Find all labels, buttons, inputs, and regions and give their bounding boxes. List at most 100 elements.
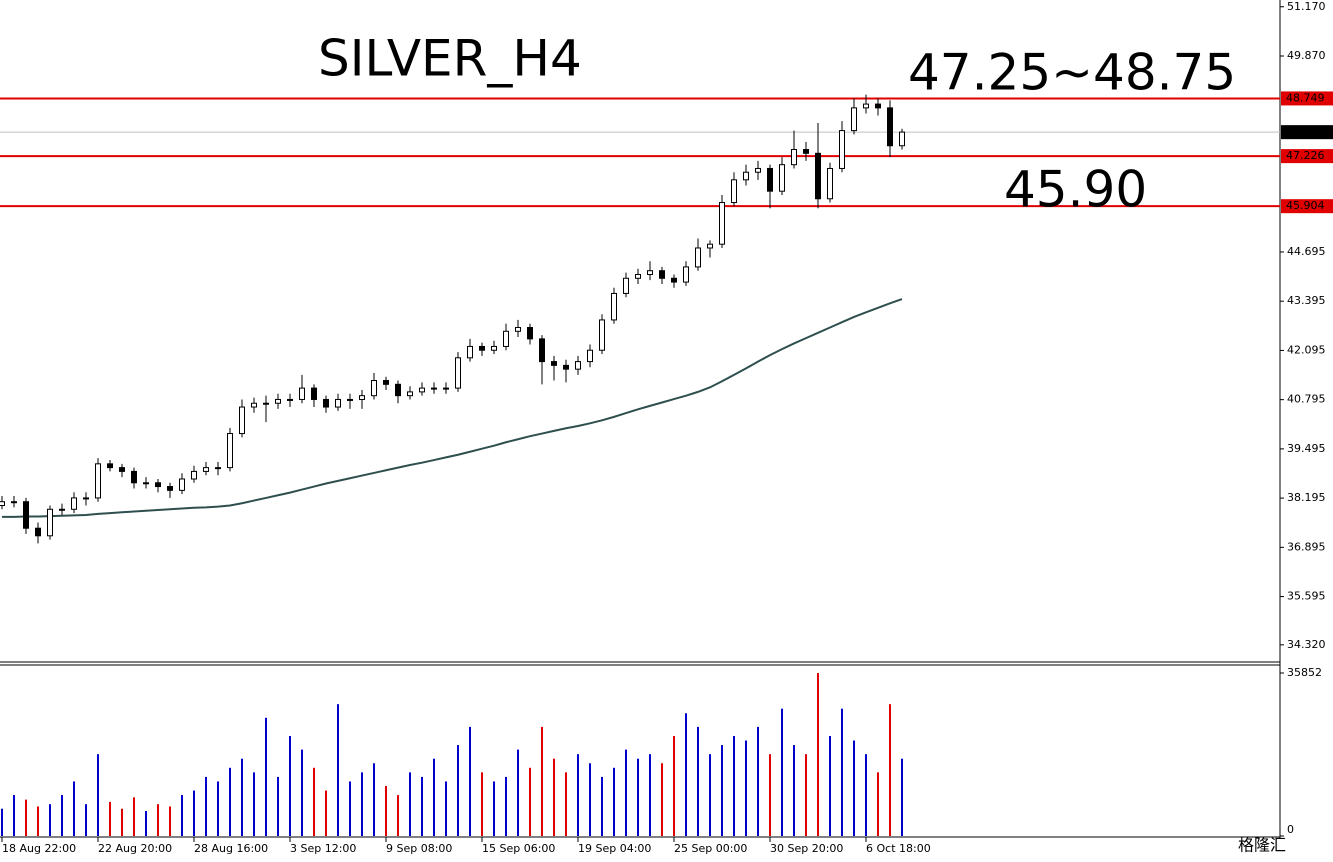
candle-body [551,361,557,366]
candle-body [731,179,737,204]
y-tick-label: 40.795 [1287,393,1326,406]
candle-body [443,387,449,390]
x-tick-label: 22 Aug 20:00 [98,842,172,855]
volume-bar [265,717,267,836]
candle-body [803,149,809,154]
candle-body [659,270,665,279]
volume-bar [709,754,711,836]
candle-body [527,327,533,340]
candle-body [671,277,677,283]
volume-bar [385,785,387,836]
volume-bar [637,758,639,836]
volume-bar [205,776,207,836]
level-tag [1281,91,1333,106]
current-price-label: 47.859 [1286,125,1325,138]
candle-body [851,107,857,132]
x-tick-label: 30 Sep 20:00 [770,842,843,855]
y-tick-label: 51.170 [1287,0,1326,13]
volume-bar [49,804,51,836]
volume-bar [817,673,819,836]
candle-body [83,497,89,500]
volume-bar [433,758,435,836]
candle-body [863,103,869,109]
chart-title: SILVER_H4 [318,30,582,88]
candle-body [275,398,281,404]
candle-body [635,273,641,279]
volume-bar [577,754,579,836]
volume-bar [493,781,495,836]
candle-body [755,167,761,173]
y-tick-label: 34.320 [1287,638,1326,651]
candle-body [371,380,377,397]
volume-bar [553,758,555,836]
current-price-tag [1281,125,1333,140]
candle-body [107,463,113,469]
volume-bar [853,740,855,836]
volume-bar [481,772,483,836]
candle-body [59,508,65,511]
volume-bar [901,758,903,836]
candle-body [71,497,77,510]
level-label: 47.226 [1286,149,1325,162]
volume-bar [805,754,807,836]
volume-bar [73,781,75,836]
volume-bar [301,749,303,836]
x-tick-label: 6 Oct 18:00 [866,842,931,855]
volume-bar [601,776,603,836]
candle-body [467,345,473,359]
volume-bar [97,754,99,836]
volume-bar [781,708,783,836]
candle-body [11,501,17,504]
candle-body [479,345,485,351]
y-tick-label: 35.595 [1287,590,1326,603]
candle-body [827,167,833,200]
candle-body [695,247,701,268]
candle-body [227,433,233,469]
level-tag [1281,149,1333,164]
volume-bar [793,745,795,836]
candle-body [503,330,509,347]
candle-body [131,470,137,484]
volume-bar [829,735,831,836]
volume-bar [865,754,867,836]
candle-body [455,357,461,389]
watermark: 格隆汇 [1238,836,1286,855]
volume-bar [745,740,747,836]
volume-bar [877,772,879,836]
y-tick-label: 49.870 [1287,49,1326,62]
y-tick-label: 44.695 [1287,245,1326,258]
volume-bar [325,790,327,836]
volume-bar [541,726,543,836]
volume-bar [85,804,87,836]
volume-bar [109,801,111,836]
candle-body [155,482,161,488]
candle-body [767,167,773,192]
volume-bar [505,776,507,836]
candle-body [611,292,617,321]
candle-body [791,149,797,166]
volume-bar [589,763,591,836]
volume-bar [529,767,531,836]
candle-body [419,387,425,393]
candle-body [815,152,821,200]
volume-bar [457,745,459,836]
volume-bar [277,776,279,836]
candle-body [179,478,185,491]
candle-body [203,467,209,472]
volume-bar [61,795,63,836]
volume-bar [757,726,759,836]
candle-body [35,527,41,537]
volume-bar [193,790,195,836]
volume-bar [181,795,183,836]
candle-body [839,130,845,169]
candle-body [119,467,125,472]
candle-body [191,470,197,480]
x-tick-label: 19 Sep 04:00 [578,842,651,855]
volume-bar [565,772,567,836]
volume-bar [313,767,315,836]
candle-body [515,327,521,332]
y-tick-label: 43.395 [1287,294,1326,307]
volume-bar [217,781,219,836]
